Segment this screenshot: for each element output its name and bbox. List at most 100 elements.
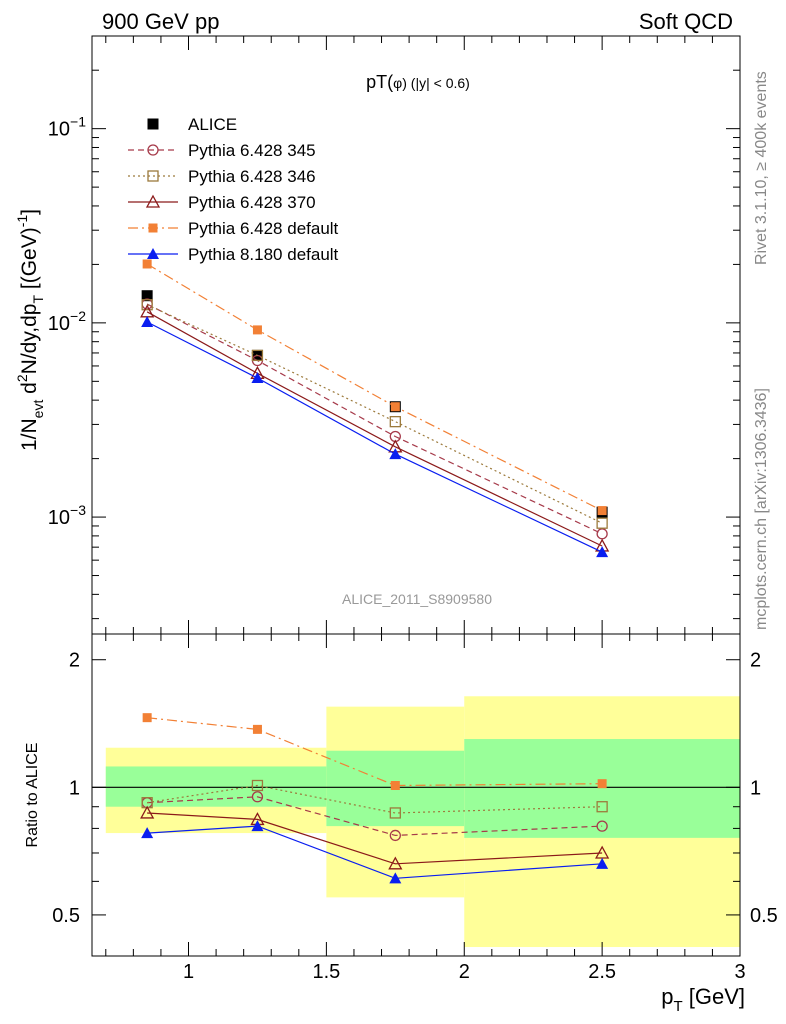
legend-marker [147, 144, 159, 156]
ratio-series [140, 713, 610, 884]
ratio-series-line [147, 825, 603, 879]
ratio-y-tick-label: 0.5 [52, 905, 80, 927]
main-series-line [146, 304, 603, 524]
main-series-line [146, 263, 603, 512]
main-ticks: 10−1 10−2 10−3 [48, 36, 741, 634]
ratio-point [142, 713, 152, 723]
ratio-y-tick-label-right: 0.5 [750, 905, 778, 927]
ratio-point [390, 780, 400, 790]
main-point [142, 259, 152, 269]
analysis-watermark: ALICE_2011_S8909580 [342, 591, 492, 607]
legend: ALICE Pythia 6.428 345 Pythia 6.428 346 Pyt… [128, 115, 339, 264]
main-point [389, 415, 401, 428]
legend-label: Pythia 6.428 346 [188, 167, 316, 186]
ratio-point [251, 779, 264, 792]
ratio-frame [91, 633, 741, 957]
main-point [251, 372, 264, 384]
main-point [596, 517, 608, 529]
ratio-y-tick-label: 1 [69, 777, 80, 799]
legend-label: Pythia 8.180 default [188, 245, 339, 264]
x-tick-label: 2 [459, 961, 470, 983]
ratio-y-tick-label-right: 1 [750, 777, 761, 799]
band-inner [105, 766, 327, 807]
y-tick-label: 10−2 [48, 308, 86, 335]
legend-marker [147, 118, 159, 130]
legend-label: Pythia 6.428 370 [188, 193, 316, 212]
main-point [389, 448, 402, 460]
ratio-series-3 [142, 713, 607, 790]
ratio-ylabel: Ratio to ALICE [24, 743, 41, 848]
main-series-line [146, 321, 603, 553]
rivet-label: Rivet 3.1.10, ≥ 400k events [753, 71, 770, 265]
ratio-point [140, 805, 155, 819]
main-point [390, 402, 400, 412]
ratio-series-line [147, 796, 603, 837]
y-tick-label: 10−3 [48, 502, 86, 529]
main-series-5 [141, 316, 609, 558]
xaxis-label: pT [GeV] [661, 984, 745, 1015]
main-series-line [146, 311, 603, 547]
legend-entry: ALICE [147, 115, 237, 134]
main-point [141, 316, 154, 328]
ratio-point [251, 820, 264, 832]
legend-entry: Pythia 6.428 345 [128, 141, 316, 160]
ratio-y-tick-label-right: 2 [750, 650, 761, 672]
ratio-point [596, 801, 608, 813]
main-title: pT(φ) (|y| < 0.6) [366, 72, 470, 92]
ratio-point [252, 724, 262, 734]
main-series-2 [141, 299, 608, 529]
ratio-point [389, 829, 401, 842]
main-series-0 [141, 290, 608, 518]
header-right: Soft QCD [639, 9, 733, 34]
ratio-point [251, 791, 264, 803]
main-point [141, 290, 153, 302]
legend-marker [148, 223, 158, 233]
y-tick-label: 10−1 [48, 114, 86, 141]
main-point [252, 325, 262, 335]
ratio-series-line [147, 784, 603, 814]
band-inner [464, 739, 740, 838]
mcplots-label: mcplots.cern.ch [arXiv:1306.3436] [753, 388, 770, 630]
ratio-series-line [147, 812, 603, 865]
ratio-y-tick-label: 2 [69, 650, 80, 672]
main-series-3 [140, 304, 610, 552]
legend-label: Pythia 6.428 default [188, 219, 339, 238]
ratio-series-line [147, 717, 603, 787]
main-series-line [146, 303, 603, 535]
main-point [141, 299, 153, 311]
ratio-point [597, 779, 607, 789]
main-ylabel: 1/Nevt d2N/dy,dpT [(GeV)-1] [14, 209, 46, 451]
main-series [140, 259, 610, 558]
ratio-bands [92, 696, 740, 948]
ratio-series-4 [141, 820, 609, 884]
legend-label: ALICE [188, 115, 237, 134]
header-left: 900 GeV pp [102, 9, 219, 34]
ratio-point [388, 856, 403, 870]
legend-entry: Pythia 8.180 default [128, 245, 339, 264]
main-series-4 [142, 259, 607, 516]
ratio-point [141, 827, 154, 839]
main-point [597, 506, 607, 516]
ratio-point [596, 820, 608, 832]
x-tick-label: 3 [734, 961, 745, 983]
legend-entry: Pythia 6.428 default [128, 219, 339, 238]
ratio-series-1 [141, 779, 608, 819]
x-tick-label: 2.5 [588, 961, 616, 983]
ratio-point [389, 872, 402, 884]
legend-marker [147, 170, 159, 182]
legend-entry: Pythia 6.428 346 [128, 167, 316, 186]
legend-marker [147, 248, 159, 259]
x-tick-label: 1.5 [312, 961, 340, 983]
legend-label: Pythia 6.428 345 [188, 141, 316, 160]
main-panel: 10−1 10−2 10−3 pT(φ) (|y| < 0.6) ALICE_201… [14, 35, 741, 635]
legend-entry: Pythia 6.428 370 [128, 193, 316, 212]
main-point [596, 528, 608, 540]
main-point [596, 546, 609, 558]
legend-marker [145, 194, 161, 208]
x-tick-label: 1 [183, 961, 194, 983]
ratio-panel: 0.5 0.5 1 1 2 2 1 1.5 2 2.5 3 Ratio to ALICE pT [G… [24, 633, 778, 1015]
main-point [251, 349, 264, 362]
ratio-point [596, 857, 609, 869]
ratio-point [389, 807, 401, 819]
